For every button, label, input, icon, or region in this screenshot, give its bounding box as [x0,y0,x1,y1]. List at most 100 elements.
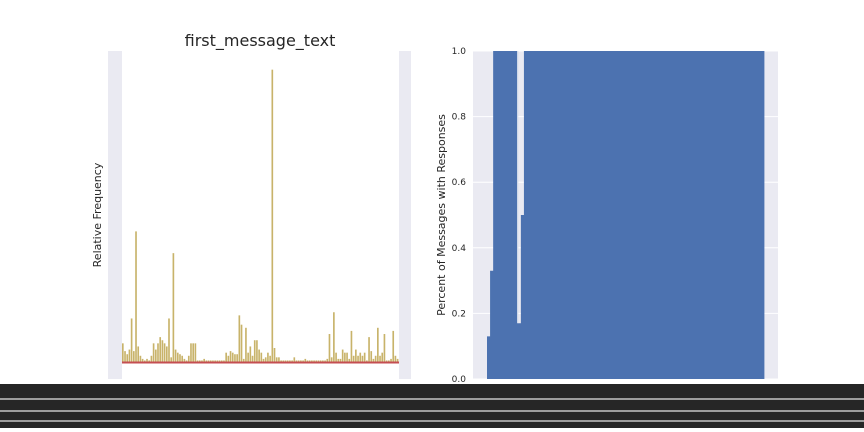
chart-left-bar [154,349,157,362]
chart-right: 0.0 0.2 0.4 0.6 0.8 1.0 Percent of Messages w… [435,47,778,385]
chart-right-bar [711,51,716,379]
chart-left-bar [293,357,296,362]
chart-left-bar [238,315,241,362]
chart-left-bar [286,360,289,362]
chart-left-bar [141,358,144,362]
chart-left-bar [231,352,234,362]
chart-right-bar [677,51,682,379]
chart-left-bar [368,337,370,362]
chart-left-bar [234,354,236,363]
chart-left-bar [346,352,348,362]
chart-right-bar [548,51,553,379]
chart-right-bar [643,51,648,379]
chart-left-bar [209,360,212,362]
chart-left-bars [122,69,399,363]
chart-left-bar [304,358,307,362]
chart-left-bar [148,360,151,362]
chart-left-bar [157,343,159,362]
chart-right-bar [499,51,503,379]
chart-left-bar [335,352,337,362]
chart-left-bar [247,352,249,362]
chart-left-inner [122,51,399,379]
chart-right-bar [619,51,623,379]
chart-left-bar [311,360,313,362]
chart-left-bar [383,334,386,362]
chart-right-bar [523,51,528,379]
chart-left-ylabel: Relative Frequency [91,162,104,267]
chart-right-bar [671,51,676,379]
chart-right-bar [708,51,713,379]
chart-right-bar [554,51,559,379]
chart-right-bar [696,51,700,379]
chart-left-bar [315,360,318,362]
chart-left-bar [236,354,238,363]
chart-left-bar [357,355,359,362]
chart-right-bar [563,51,568,379]
chart-left-bar [201,360,203,362]
chart-right-bar [625,51,629,379]
chart-left-bar [291,360,293,362]
chart-left-bar [267,352,269,362]
chart-right-bar [622,51,626,379]
chart-left-bar [218,360,221,362]
chart-left-bar [388,360,390,362]
chart-left-bar [330,357,333,362]
chart-right-bar [754,51,759,379]
chart-right-bar [588,51,593,379]
chart-left-bar [352,355,355,362]
chart-left-bar [339,358,342,362]
chart-right-bar [493,51,497,379]
chart-right-bar [723,51,728,379]
chart-right-bar [727,51,731,379]
chart-left-bar [324,360,326,362]
chart-left-bar [196,360,199,362]
chart-right-bar [582,51,586,379]
chart-right-bar [693,51,697,379]
chart-left-bar [282,360,285,362]
chart-left-bar [187,355,190,362]
chart-right-bar [640,51,645,379]
chart-left-bar [262,358,265,362]
chart-left-bar [390,358,392,362]
chart-left-bar [128,349,131,362]
chart-left-bar [271,69,274,362]
xtick-band-gap-2 [0,410,864,412]
chart-right-bar [705,51,709,379]
chart-right-bar [680,51,685,379]
chart-right-bar [610,51,614,379]
chart-left-bar [165,346,168,362]
chart-left-bar [253,340,256,362]
chart-left-bar [337,358,340,362]
chart-left-bar [251,355,254,362]
chart-right-ytick-label: 0.0 [452,375,467,385]
chart-right-bar [751,51,756,379]
chart-left-bar [284,360,287,362]
xtick-band-gap-1 [0,398,864,400]
chart-left-bar [333,312,335,362]
chart-left-bar [300,360,302,362]
chart-right-ytick-label: 0.6 [452,178,467,188]
chart-left-bar [220,360,223,362]
chart-right-bar [490,270,494,379]
chart-left-bar [363,352,366,362]
chart-left-bar [295,360,298,362]
chart-right-bar [720,51,725,379]
chart-right-bar [576,51,580,379]
chart-left-bar [183,358,186,362]
chart-right-bar [616,51,620,379]
chart-right-bar [594,51,599,379]
chart-left-bar [176,352,179,362]
chart-left-bar [249,346,252,362]
chart-left-bar [190,343,192,362]
chart-left-bar [172,253,175,362]
chart-left-bar [139,355,142,362]
chart-right-bar [628,51,633,379]
chart-left-bar [240,324,243,362]
chart-right-bar [600,51,605,379]
chart-right-bar [487,336,491,379]
chart-left-bar [225,352,227,362]
chart-left-bar [348,358,351,362]
chart-right-bar [560,51,565,379]
chart-right-bar [514,51,519,379]
chart-left-bar [179,354,181,363]
